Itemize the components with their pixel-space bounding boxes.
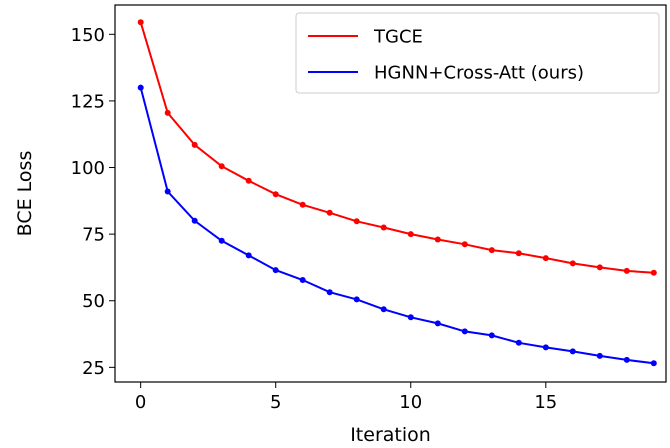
series-0-point-17 <box>596 264 603 271</box>
series-1-point-19 <box>650 360 657 367</box>
y-tick-label-0: 25 <box>82 358 105 379</box>
y-tick-label-2: 75 <box>82 225 105 246</box>
series-1-point-12 <box>461 328 468 335</box>
x-tick-label-1: 5 <box>270 392 281 413</box>
series-1-point-18 <box>623 356 630 363</box>
y-tick-label-3: 100 <box>71 158 105 179</box>
series-1-point-17 <box>596 352 603 359</box>
series-0-point-13 <box>488 247 495 254</box>
series-line-1 <box>139 87 654 365</box>
y-tick-label-4: 125 <box>71 91 105 112</box>
series-0-point-0 <box>137 19 144 26</box>
axis-ticks: 0 5 10 15 25 50 75 100 125 150 <box>71 25 558 413</box>
series-0-point-18 <box>623 267 630 274</box>
series-0-point-5 <box>272 191 279 198</box>
series-0-point-14 <box>515 250 522 257</box>
series-0-point-7 <box>326 209 333 216</box>
series-1-point-5 <box>272 267 279 274</box>
series-0-point-16 <box>569 260 576 267</box>
series-line-0 <box>139 22 654 274</box>
series-1-point-11 <box>434 320 441 327</box>
series-1-point-4 <box>245 252 252 259</box>
series-1-point-10 <box>407 314 414 321</box>
series-1-point-1 <box>164 188 171 195</box>
x-axis-label: Iteration <box>350 424 431 446</box>
series-1-point-8 <box>353 296 360 303</box>
series-1-point-2 <box>191 217 198 224</box>
series-1-point-13 <box>488 332 495 339</box>
plot-area <box>137 19 657 367</box>
series-1-point-14 <box>515 339 522 346</box>
legend: TGCE HGNN+Cross-Att (ours) <box>295 12 660 94</box>
y-tick-label-5: 150 <box>71 25 105 46</box>
series-0-point-8 <box>353 218 360 225</box>
series-0-point-3 <box>218 163 225 170</box>
x-tick-label-0: 0 <box>135 392 146 413</box>
series-1-point-3 <box>218 237 225 244</box>
x-tick-label-3: 15 <box>534 392 557 413</box>
series-0-point-9 <box>380 224 387 231</box>
series-0-point-2 <box>191 141 198 148</box>
series-0-point-11 <box>434 236 441 243</box>
y-axis-label: BCE Loss <box>14 151 36 237</box>
series-0-point-12 <box>461 241 468 248</box>
x-tick-label-2: 10 <box>399 392 422 413</box>
axes-frame <box>114 4 667 383</box>
series-0-point-4 <box>245 177 252 184</box>
legend-label-tgce: TGCE <box>373 27 423 48</box>
series-1-point-15 <box>542 344 549 351</box>
legend-box <box>295 12 660 94</box>
series-1-point-7 <box>326 289 333 296</box>
series-0-point-19 <box>650 269 657 276</box>
series-0-point-10 <box>407 231 414 238</box>
series-0-point-15 <box>542 255 549 262</box>
y-tick-label-1: 50 <box>82 291 105 312</box>
series-1-point-9 <box>380 306 387 313</box>
series-1-point-16 <box>569 348 576 355</box>
series-0-point-1 <box>164 109 171 116</box>
series-1-point-0 <box>137 84 144 91</box>
series-0-point-6 <box>299 201 306 208</box>
legend-label-hgnn: HGNN+Cross-Att (ours) <box>374 63 584 84</box>
series-1-point-6 <box>299 277 306 283</box>
